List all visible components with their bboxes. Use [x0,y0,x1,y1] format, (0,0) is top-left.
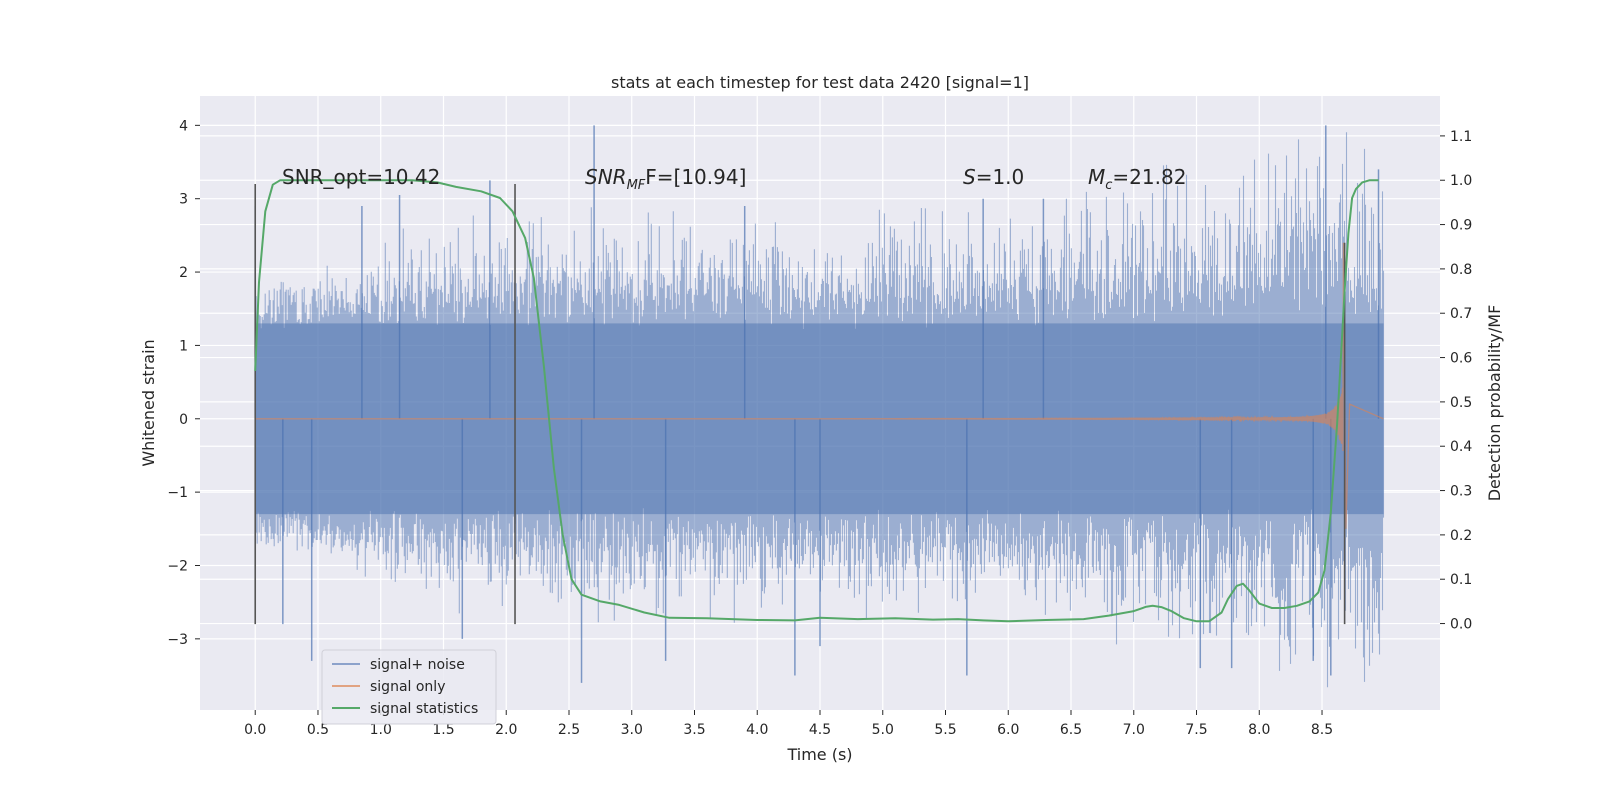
right-y-tick-label: 0.9 [1450,218,1472,234]
x-tick-label: 1.0 [370,722,392,738]
right-y-tick-label: 1.1 [1450,129,1472,145]
legend: signal+ noise signal only signal statist… [321,649,497,725]
chirp-mass-subscript: c [1105,178,1112,193]
right-y-tick-label: 0.6 [1450,351,1472,367]
right-y-tick-label: 0.7 [1450,306,1472,322]
right-y-tick-label: 0.2 [1450,528,1472,544]
signal-only-series [255,242,1384,529]
x-tick-label: 1.5 [432,722,454,738]
left-y-tick-label: −1 [167,485,188,501]
x-tick-label: 5.5 [934,722,956,738]
x-tick-label: 2.0 [495,722,517,738]
legend-box [321,649,497,725]
x-tick-label: 0.5 [307,722,329,738]
signal-statistics-series [254,179,1379,623]
legend-label-signal-plus-noise: signal+ noise [370,657,465,673]
right-y-tick-label: 0.0 [1450,617,1472,633]
x-tick-label: 0.0 [244,722,266,738]
chirp-mass-symbol: M [1088,165,1105,189]
left-y-tick-label: 2 [179,265,188,281]
signal-only-line [255,242,1384,529]
x-axis-ticks: 0.0 0.5 1.0 1.5 2.0 2.5 3.0 3.5 4.0 4.5 5.0 5.5 6.0 6… [244,710,1333,738]
s-value-symbol: S [963,165,976,189]
annotation-chirp-mass: Mc=21.82 [1088,165,1186,193]
left-y-tick-label: 3 [179,192,188,208]
x-tick-label: 6.0 [997,722,1019,738]
x-tick-label: 7.0 [1123,722,1145,738]
x-tick-label: 8.5 [1311,722,1333,738]
right-y-axis-label: Detection probability/MF [1485,305,1504,502]
legend-label-signal-only: signal only [370,679,445,695]
snr-mf-rest: F=[10.94] [645,165,746,189]
annotation-snr-mf: SNRMFF=[10.94] [585,165,746,193]
snr-mf-main: SNR [585,165,627,189]
annotation-s-value: S=1.0 [963,165,1024,189]
x-tick-label: 4.5 [809,722,831,738]
s-value-rest: =1.0 [976,165,1025,189]
right-y-tick-label: 0.5 [1450,395,1472,411]
x-tick-label: 4.0 [746,722,768,738]
left-y-tick-label: 4 [179,118,188,134]
right-y-tick-label: 0.1 [1450,572,1472,588]
legend-label-signal-statistics: signal statistics [370,701,478,717]
x-tick-label: 2.5 [558,722,580,738]
signal-statistics-line [254,179,1379,623]
x-tick-label: 8.0 [1248,722,1270,738]
chart-title: stats at each timestep for test data 242… [611,73,1029,92]
chirp-mass-rest: =21.82 [1112,165,1186,189]
right-y-tick-label: 1.0 [1450,173,1472,189]
left-y-tick-label: 0 [179,412,188,428]
left-y-axis-label: Whitened strain [139,339,158,466]
left-y-tick-label: 1 [179,338,188,354]
left-y-tick-label: −3 [167,632,188,648]
right-y-tick-label: 0.8 [1450,262,1472,278]
x-tick-label: 7.5 [1185,722,1207,738]
x-tick-label: 3.5 [683,722,705,738]
snr-mf-subscript: MF [627,178,646,193]
right-y-tick-label: 0.3 [1450,484,1472,500]
annotation-snr-opt: SNR_opt=10.42 [282,165,440,189]
x-tick-label: 3.0 [621,722,643,738]
left-y-tick-label: −2 [167,558,188,574]
right-y-tick-label: 0.4 [1450,439,1472,455]
x-tick-label: 5.0 [872,722,894,738]
right-y-axis-ticks: 0.0 0.1 0.2 0.3 0.4 0.5 0.6 0.7 0.8 0.9 1.0 1.1 [1440,129,1472,633]
left-y-axis-ticks: −3 −2 −1 0 1 2 3 4 [167,118,200,648]
x-axis-label: Time (s) [786,745,852,764]
x-tick-label: 6.5 [1060,722,1082,738]
